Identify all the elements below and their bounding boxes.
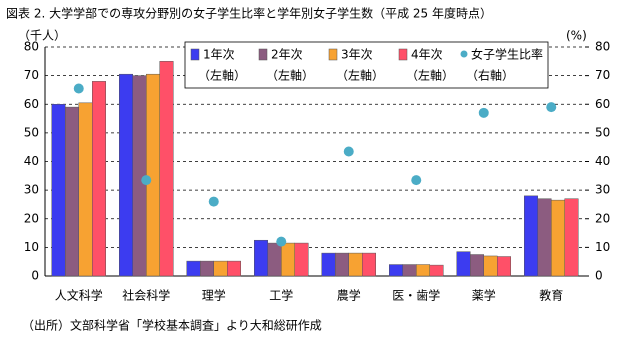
legend-marker [398, 48, 408, 61]
legend-axis-note: （左軸） [406, 68, 454, 83]
source-note: （出所）文部科学省「学校基本調査」より大和総研作成 [22, 318, 322, 333]
legend-marker [190, 48, 200, 61]
bar [470, 254, 484, 277]
bar [483, 255, 498, 277]
y-axis-label: （千人） [18, 29, 66, 43]
legend-label: 1年次 [203, 48, 235, 62]
y-tick-label: 40 [24, 154, 39, 168]
bar [429, 264, 444, 277]
bar [281, 242, 295, 277]
bar [254, 239, 268, 277]
bar [65, 106, 79, 277]
chart-title: 図表 2. 大学学部での専攻分野別の女子学生比率と学年別女子学生数（平成 25 … [6, 6, 492, 21]
y2-tick-label: 60 [595, 97, 610, 111]
ratio-point [478, 107, 489, 118]
legend-label: 3年次 [341, 48, 373, 62]
ratio-point [411, 175, 422, 186]
x-tick-label: 農学 [337, 288, 361, 303]
y2-tick-label: 70 [595, 68, 610, 82]
x-tick-label: 工学 [269, 288, 293, 303]
bar [348, 252, 363, 277]
bar [267, 242, 282, 277]
bar [146, 73, 160, 277]
ratio-point [276, 236, 287, 247]
bar [119, 73, 133, 277]
bar [159, 61, 174, 277]
bar [551, 199, 565, 277]
legend-axis-note: （左軸） [198, 68, 246, 83]
y-tick-label: 70 [24, 68, 39, 82]
y2-tick-label: 40 [595, 154, 610, 168]
legend-label: 2年次 [271, 48, 303, 62]
y2-tick-label: 50 [595, 125, 610, 139]
bar [92, 81, 106, 277]
y-tick-label: 0 [31, 269, 39, 283]
y2-tick-label: 80 [595, 40, 610, 54]
y2-tick-label: 0 [595, 269, 603, 283]
legend-axis-note: （左軸） [336, 68, 384, 83]
bar [537, 198, 552, 277]
y-tick-label: 10 [24, 240, 39, 254]
bar [213, 260, 228, 277]
bar [78, 102, 93, 277]
legend-marker [258, 48, 268, 61]
bar [51, 104, 66, 277]
legend-marker [460, 50, 468, 58]
ratio-point [73, 83, 84, 94]
bar [362, 252, 376, 277]
bar [389, 264, 403, 277]
bar [335, 252, 349, 277]
bar [524, 195, 538, 277]
x-tick-label: 社会科学 [122, 288, 170, 303]
legend-axis-note: （右軸） [466, 68, 514, 83]
ratio-point [141, 175, 152, 186]
bar [497, 256, 511, 277]
ratio-point [546, 102, 557, 113]
legend-box [184, 41, 549, 89]
legend-label: 女子学生比率 [471, 47, 543, 62]
x-tick-label: 医・歯学 [392, 288, 440, 303]
y2-tick-label: 10 [595, 240, 610, 254]
bar [321, 252, 336, 277]
legend-marker [328, 48, 338, 61]
y2-tick-label: 20 [595, 211, 610, 225]
legend-label: 4年次 [411, 48, 443, 62]
x-tick-label: 人文科学 [55, 288, 103, 303]
bar [200, 260, 214, 277]
bar [227, 260, 241, 277]
bar [402, 264, 417, 277]
y-tick-label: 30 [24, 183, 39, 197]
bar [564, 198, 579, 277]
y-tick-label: 20 [24, 211, 39, 225]
y-tick-label: 50 [24, 125, 39, 139]
bar [416, 264, 430, 277]
y2-axis-label: (%) [566, 29, 587, 43]
ratio-point [343, 146, 354, 157]
x-tick-label: 薬学 [472, 288, 496, 303]
legend-axis-note: （左軸） [266, 68, 314, 83]
y2-tick-label: 30 [595, 183, 610, 197]
y-tick-label: 80 [24, 40, 39, 54]
x-tick-label: 理学 [202, 288, 226, 303]
bar [186, 260, 201, 277]
ratio-point [208, 196, 219, 207]
x-tick-label: 教育 [539, 288, 563, 303]
bar [294, 242, 309, 277]
bar [456, 251, 471, 277]
y-tick-label: 60 [24, 97, 39, 111]
